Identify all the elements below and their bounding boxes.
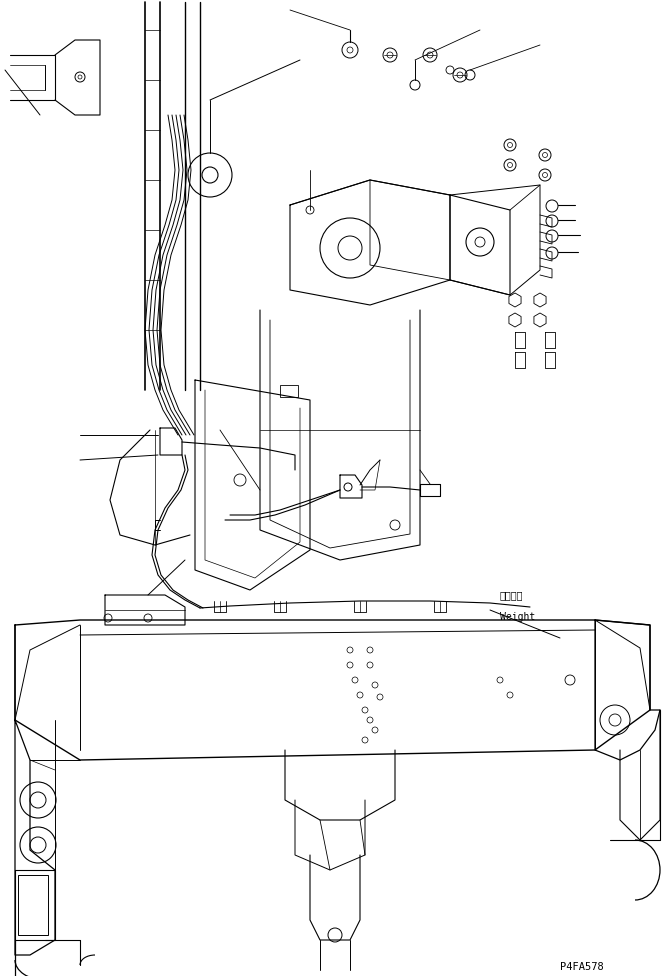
Bar — [280, 385, 298, 397]
Text: ウェイト: ウェイト — [500, 590, 523, 600]
Bar — [18, 875, 48, 935]
Text: P4FA578: P4FA578 — [560, 962, 604, 972]
Text: Weight: Weight — [500, 612, 535, 622]
